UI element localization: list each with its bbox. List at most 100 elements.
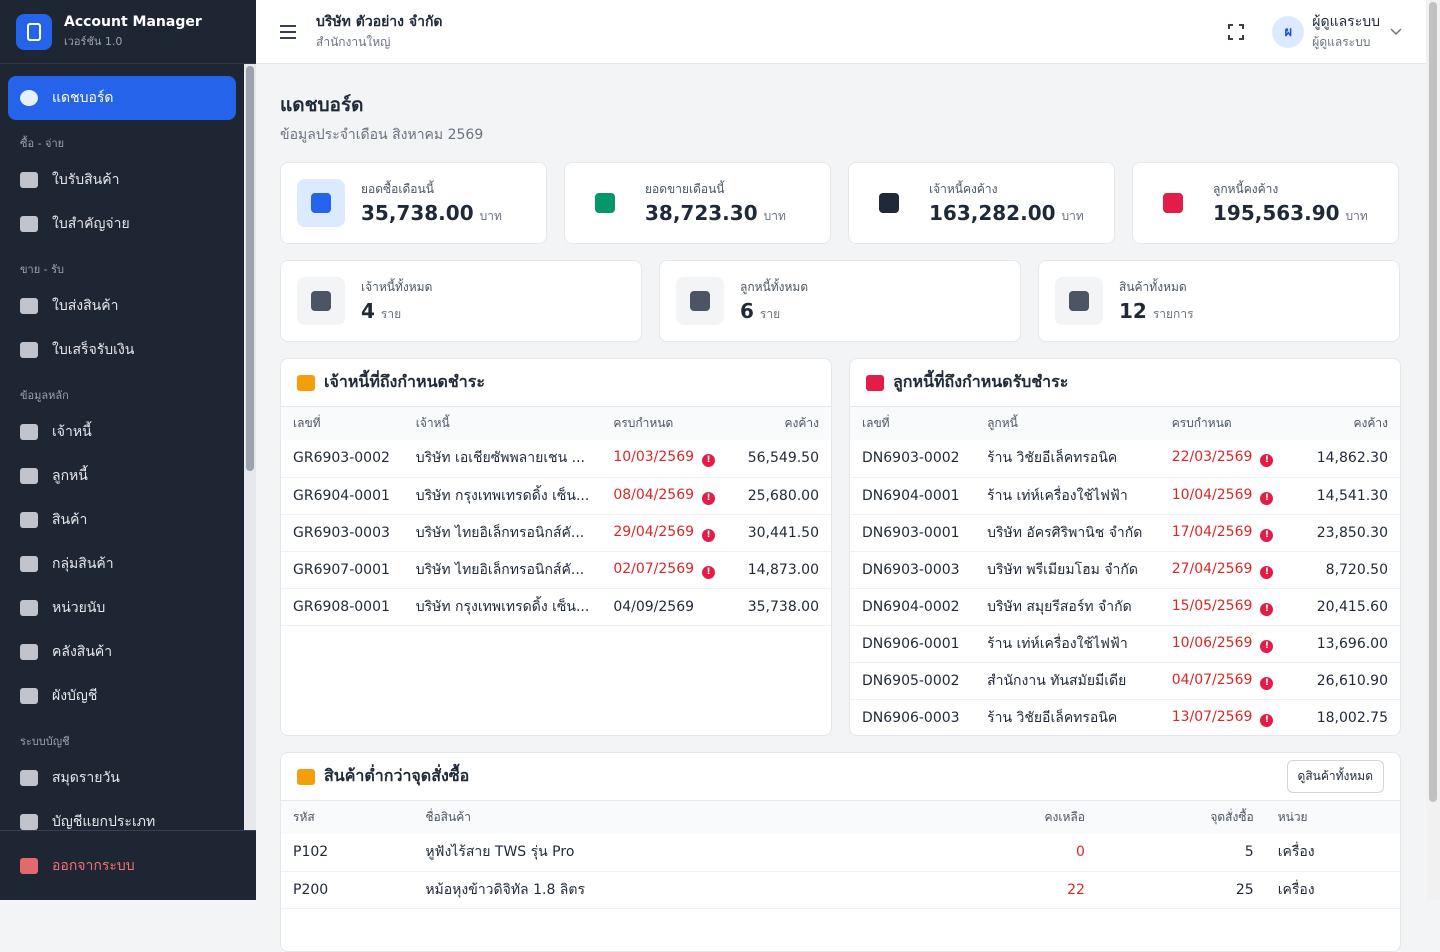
party: บริษัท กรุงเทพเทรดดิ้ง เซ็น... xyxy=(403,588,602,626)
column-header: คงค้าง xyxy=(1304,407,1400,440)
due-date: 10/06/2569! xyxy=(1159,625,1305,663)
overdue-icon: ! xyxy=(702,565,716,579)
table-row[interactable]: P200 หม้อหุงข้าวดิจิทัล 1.8 ลิตร 22 25 เครื่… xyxy=(281,871,1400,909)
nav-label[interactable]: บัญชีแยกประเภท xyxy=(52,814,156,830)
nav-item[interactable]: กลุ่มสินค้า xyxy=(8,542,236,586)
page-subtitle: ข้อมูลประจำเดือน สิงหาคม 2569 xyxy=(280,127,484,143)
menu-toggle[interactable] xyxy=(280,24,296,39)
nav-label[interactable]: ใบเสร็จรับเงิน xyxy=(52,342,135,358)
page-title: แดชบอร์ด xyxy=(280,94,364,116)
table-row[interactable]: DN6906-0001 ร้าน เท่ห์เครื่องใช้ไฟฟ้า 10/0… xyxy=(850,625,1400,663)
nav-item[interactable]: แดชบอร์ด xyxy=(8,76,236,120)
table-row[interactable]: GR6903-0002 บริษัท เอเชียซัพพลายเชน ... 10… xyxy=(281,440,831,478)
nav-item[interactable]: ผังบัญชี xyxy=(8,674,236,718)
nav-label[interactable]: เจ้าหนี้ xyxy=(52,424,92,440)
card-icon xyxy=(297,768,315,785)
overdue-icon: ! xyxy=(1260,602,1274,616)
nav-item[interactable]: ใบส่งสินค้า xyxy=(8,284,236,328)
nav-item[interactable]: คลังสินค้า xyxy=(8,630,236,674)
doc-no: DN6904-0001 xyxy=(850,477,976,515)
table-row[interactable]: P102 หูฟังไร้สาย TWS รุ่น Pro 0 5 เครื่อง xyxy=(281,834,1400,872)
product-code: P102 xyxy=(281,834,414,872)
balance: 35,738.00 xyxy=(735,588,831,626)
due-date: 17/04/2569! xyxy=(1159,514,1305,552)
nav-label[interactable]: ใบสำคัญจ่าย xyxy=(52,216,130,232)
doc-no: GR6907-0001 xyxy=(281,551,404,589)
balance: 14,541.30 xyxy=(1304,477,1400,515)
nav-label[interactable]: แดชบอร์ด xyxy=(52,90,114,106)
nav-item[interactable]: สินค้า xyxy=(8,498,236,542)
nav-item[interactable]: ใบรับสินค้า xyxy=(8,158,236,202)
stat-label: ลูกหนี้ทั้งหมด xyxy=(740,280,809,294)
overdue-icon: ! xyxy=(1260,639,1274,653)
table-row[interactable]: DN6903-0001 บริษัท อัครศิริพานิช จำกัด 17/… xyxy=(850,514,1400,552)
column-header: คงค้าง xyxy=(735,407,831,440)
product-name: หูฟังไร้สาย TWS รุ่น Pro xyxy=(413,834,792,872)
logout-label[interactable]: ออกจากระบบ xyxy=(52,857,135,874)
doc-no: GR6904-0001 xyxy=(281,477,404,515)
topbar: บริษัท ตัวอย่าง จำกัด สำนักงานใหญ่ ผ ผู้ด… xyxy=(256,0,1426,64)
table-row[interactable]: DN6906-0003 ร้าน วิชัยอีเล็คทรอนิค 13/07/2… xyxy=(850,699,1400,735)
stat-text: ลูกหนี้ทั้งหมด 6 ราย xyxy=(740,278,808,324)
nav-group-label: ขาย - รับ xyxy=(20,263,64,276)
stat-card: เจ้าหนี้คงค้าง 163,282.00 บาท xyxy=(848,162,1115,244)
overdue-icon: ! xyxy=(1260,676,1274,690)
overdue-icon: ! xyxy=(1260,713,1274,727)
user-menu[interactable] xyxy=(1390,27,1402,36)
doc-no: GR6908-0001 xyxy=(281,588,404,626)
nav-label[interactable]: ใบรับสินค้า xyxy=(52,172,120,188)
nav-icon xyxy=(20,512,38,528)
table-row[interactable]: DN6903-0003 บริษัท พรีเมียมโฮม จำกัด 27/04… xyxy=(850,551,1400,589)
party: บริษัท ไทยอิเล็กทรอนิกส์คั... xyxy=(403,514,602,552)
view-all-button[interactable]: ดูสินค้าทั้งหมด xyxy=(1286,760,1384,793)
nav-item[interactable]: ลูกหนี้ xyxy=(8,454,236,498)
balance: 23,850.30 xyxy=(1304,514,1400,552)
nav-label[interactable]: ลูกหนี้ xyxy=(52,468,88,484)
nav-label[interactable]: หน่วยนับ xyxy=(52,600,106,616)
avatar[interactable]: ผ xyxy=(1272,15,1305,48)
nav-item[interactable]: บัญชีแยกประเภท xyxy=(8,800,236,830)
table-row[interactable]: GR6907-0001 บริษัท ไทยอิเล็กทรอนิกส์คั...… xyxy=(281,551,831,589)
page-scrollbar xyxy=(1426,0,1440,900)
card-header: สินค้าต่ำกว่าจุดสั่งซื้อ ดูสินค้าทั้งหมด xyxy=(281,753,1400,801)
nav-label[interactable]: สมุดรายวัน xyxy=(52,770,120,786)
balance: 30,441.50 xyxy=(735,514,831,552)
stat-icon xyxy=(581,179,629,227)
logout[interactable]: ออกจากระบบ xyxy=(0,830,256,900)
nav-label[interactable]: กลุ่มสินค้า xyxy=(52,556,114,572)
nav-label[interactable]: คลังสินค้า xyxy=(52,644,113,660)
nav-item[interactable]: ใบเสร็จรับเงิน xyxy=(8,328,236,372)
stat-label: ยอดขายเดือนนี้ xyxy=(645,182,725,196)
nav-item[interactable]: สมุดรายวัน xyxy=(8,756,236,800)
card-icon xyxy=(866,374,884,391)
column-header: รหัส xyxy=(281,801,414,834)
due-date: 08/04/2569! xyxy=(601,477,736,515)
column-header: ครบกำหนด xyxy=(601,407,736,440)
column-header: ครบกำหนด xyxy=(1159,407,1305,440)
due-date: 02/07/2569! xyxy=(601,551,736,589)
nav-item[interactable]: เจ้าหนี้ xyxy=(8,410,236,454)
table-row[interactable]: GR6908-0001 บริษัท กรุงเทพเทรดดิ้ง เซ็น..… xyxy=(281,588,831,626)
nav-item[interactable]: ใบสำคัญจ่าย xyxy=(8,202,236,246)
table-row[interactable]: DN6904-0002 บริษัท สมุยรีสอร์ท จำกัด 15/05… xyxy=(850,588,1400,626)
card-title: เจ้าหนี้ที่ถึงกำหนดชำระ xyxy=(324,372,485,391)
sidebar: Account Manager เวอร์ชัน 1.0 แดชบอร์ด ซื้อ… xyxy=(0,0,256,900)
nav-label[interactable]: ใบส่งสินค้า xyxy=(52,298,119,314)
nav-item[interactable]: หน่วยนับ xyxy=(8,586,236,630)
table-row[interactable]: GR6904-0001 บริษัท กรุงเทพเทรดดิ้ง เซ็น..… xyxy=(281,477,831,515)
nav-label[interactable]: ผังบัญชี xyxy=(52,688,98,704)
party: บริษัท พรีเมียมโฮม จำกัด xyxy=(975,551,1160,589)
table-row[interactable]: DN6903-0002 ร้าน วิชัยอีเล็คทรอนิค 22/03/2… xyxy=(850,440,1400,478)
table-row[interactable]: DN6905-0002 สำนักงาน ทันสมัยมีเดีย 04/07/2… xyxy=(850,662,1400,700)
fullscreen[interactable] xyxy=(1228,23,1245,40)
doc-no: DN6903-0003 xyxy=(850,551,976,589)
table: รหัส ชื่อสินค้า คงเหลือ จุดสั่งซื้อ หน่วย P10… xyxy=(281,801,1400,909)
overdue-icon: ! xyxy=(702,454,716,468)
user-name[interactable]: ผู้ดูแลระบบ xyxy=(1312,14,1380,30)
table-row[interactable]: GR6903-0003 บริษัท ไทยอิเล็กทรอนิกส์คั...… xyxy=(281,514,831,552)
stat-label: เจ้าหนี้ทั้งหมด xyxy=(361,280,433,294)
stat-value: 35,738.00 บาท xyxy=(361,201,502,225)
nav-label[interactable]: สินค้า xyxy=(52,512,88,528)
table-row[interactable]: DN6904-0001 ร้าน เท่ห์เครื่องใช้ไฟฟ้า 10/0… xyxy=(850,477,1400,515)
